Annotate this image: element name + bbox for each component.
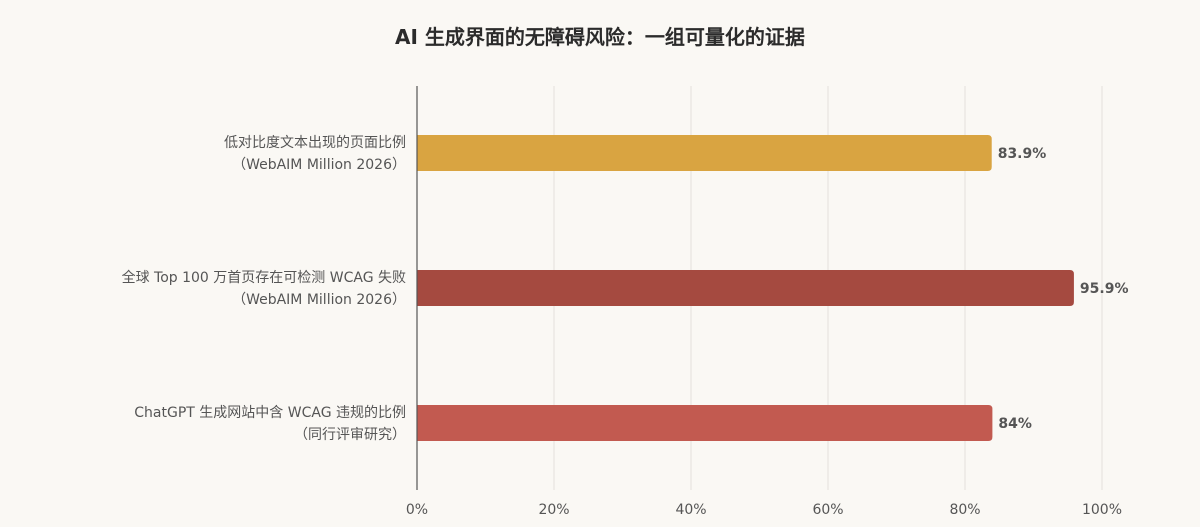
- category-label-line2: （同行评审研究）: [294, 427, 406, 443]
- x-tick-label: 20%: [538, 502, 569, 518]
- category-label-line2: （WebAIM Million 2026）: [232, 157, 406, 173]
- category-label-line1: 低对比度文本出现的页面比例: [224, 135, 406, 151]
- chart-title: AI 生成界面的无障碍风险：一组可量化的证据: [395, 25, 805, 49]
- bar-value-label: 84%: [998, 416, 1032, 432]
- x-tick-label: 80%: [949, 502, 980, 518]
- bar: [417, 135, 992, 171]
- bar: [417, 405, 993, 441]
- category-label-line2: （WebAIM Million 2026）: [232, 292, 406, 308]
- category-label-line1: 全球 Top 100 万首页存在可检测 WCAG 失败: [122, 269, 406, 286]
- x-tick-label: 100%: [1082, 502, 1122, 518]
- bar-value-label: 95.9%: [1080, 281, 1129, 297]
- x-tick-label: 40%: [675, 502, 706, 518]
- x-tick-label: 0%: [406, 502, 428, 518]
- bar-value-label: 83.9%: [998, 146, 1047, 162]
- x-tick-label: 60%: [812, 502, 843, 518]
- category-label-line1: ChatGPT 生成网站中含 WCAG 违规的比例: [134, 405, 406, 421]
- bar: [417, 270, 1074, 306]
- bars: [417, 135, 1074, 441]
- labels: 0% 20% 40% 60% 80% 100% 83.9% 低对比度文本出现的页面比例 （Web…: [122, 135, 1129, 518]
